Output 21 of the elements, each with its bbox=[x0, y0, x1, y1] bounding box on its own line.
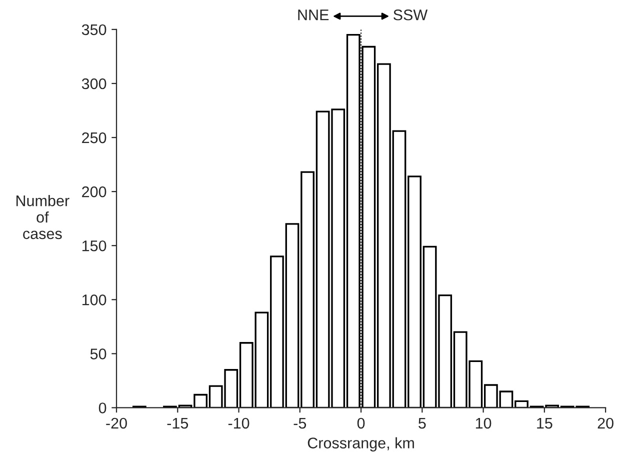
text: SSW bbox=[394, 9, 428, 20]
y-tick-label: 350 bbox=[82, 24, 106, 36]
text: NNE bbox=[298, 10, 329, 20]
y-axis-title: Number of cases bbox=[16, 194, 70, 240]
x-tick-label: 0 bbox=[357, 418, 365, 429]
x-tick-label: 10 bbox=[476, 418, 492, 429]
y-tick-label: 150 bbox=[82, 240, 106, 252]
x-tick-label: -5 bbox=[294, 418, 306, 429]
x-axis-title: Crossrange, km bbox=[308, 437, 414, 452]
y-tick-label: 300 bbox=[82, 78, 106, 90]
x-tick-label: -15 bbox=[167, 418, 188, 429]
y-tick-label: 100 bbox=[82, 294, 106, 306]
x-tick-label: 20 bbox=[598, 418, 614, 429]
x-tick-label: -10 bbox=[228, 418, 250, 429]
x-tick-label: 5 bbox=[418, 418, 426, 429]
x-tick-label: -20 bbox=[106, 418, 127, 429]
y-tick-label: 0 bbox=[98, 402, 106, 414]
y-tick-label: 250 bbox=[82, 132, 106, 144]
y-tick-label: 200 bbox=[82, 186, 106, 198]
y-tick-label: 50 bbox=[90, 348, 106, 360]
x-tick-label: 15 bbox=[537, 418, 552, 429]
